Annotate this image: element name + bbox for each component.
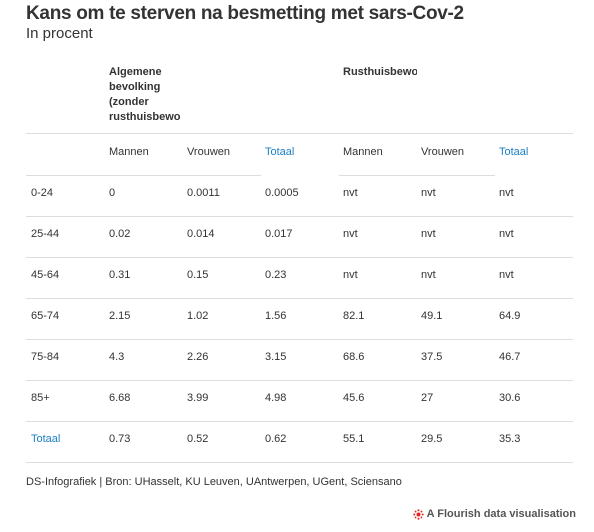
table-cell-general-men: 0 — [109, 187, 116, 199]
table-cell-general-women: 0.52 — [187, 433, 209, 445]
row-label: 25-44 — [31, 228, 60, 240]
table-cell-general-total: 0.23 — [265, 269, 287, 281]
table-cell-nursing-men: nvt — [343, 187, 358, 199]
column-header-divider-left — [26, 175, 261, 176]
table-cell-general-total: 0.62 — [265, 433, 287, 445]
table-cell-nursing-total: nvt — [499, 187, 514, 199]
row-divider — [26, 462, 573, 463]
column-header-nursing-women: Vrouwen — [421, 146, 465, 158]
table-cell-general-women: 0.15 — [187, 269, 209, 281]
row-label: 65-74 — [31, 310, 60, 322]
group-header-nursing-home: Rusthuisbewo — [343, 65, 417, 80]
table-cell-nursing-men: nvt — [343, 269, 358, 281]
flourish-credit[interactable]: A Flourish data visualisation — [412, 508, 576, 520]
row-label: 85+ — [31, 392, 50, 404]
flourish-logo-icon — [412, 508, 424, 520]
group-header-line: bevolking — [109, 81, 161, 93]
row-label: 75-84 — [31, 351, 60, 363]
table-cell-general-total: 0.0005 — [265, 187, 299, 199]
table-cell-nursing-men: 55.1 — [343, 433, 365, 445]
table-cell-nursing-total: nvt — [499, 269, 514, 281]
table-cell-nursing-total: 35.3 — [499, 433, 521, 445]
table-cell-general-women: 1.02 — [187, 310, 209, 322]
row-divider — [26, 216, 573, 217]
table-cell-nursing-total: nvt — [499, 228, 514, 240]
row-divider — [26, 257, 573, 258]
chart-subtitle: In procent — [26, 25, 93, 42]
row-label: 45-64 — [31, 269, 60, 281]
table-cell-general-total: 4.98 — [265, 392, 287, 404]
group-header-general-population: Algemene bevolking (zonder rusthuisbewo — [109, 65, 183, 125]
group-header-line: Algemene — [109, 66, 162, 78]
column-header-divider-right — [339, 175, 495, 176]
row-label[interactable]: Totaal — [31, 433, 61, 445]
row-label: 0-24 — [31, 187, 54, 199]
table-cell-general-total: 0.017 — [265, 228, 293, 240]
table-cell-general-women: 3.99 — [187, 392, 209, 404]
table-cell-general-men: 0.73 — [109, 433, 131, 445]
table-cell-nursing-women: 37.5 — [421, 351, 443, 363]
table-cell-nursing-women: 29.5 — [421, 433, 443, 445]
table-cell-nursing-women: 49.1 — [421, 310, 443, 322]
column-header-general-total[interactable]: Totaal — [265, 146, 295, 158]
table-cell-general-women: 0.014 — [187, 228, 215, 240]
source-note: DS-Infografiek | Bron: UHasselt, KU Leuv… — [26, 476, 402, 488]
row-divider — [26, 339, 573, 340]
table-cell-general-women: 0.0011 — [187, 187, 220, 199]
row-divider — [26, 298, 573, 299]
table-cell-general-total: 3.15 — [265, 351, 287, 363]
group-header-line: Rusthuisbewo — [343, 66, 417, 78]
table-cell-nursing-total: 46.7 — [499, 351, 521, 363]
table-cell-nursing-total: 64.9 — [499, 310, 521, 322]
group-header-divider — [26, 133, 573, 134]
table-cell-nursing-men: 82.1 — [343, 310, 365, 322]
table-cell-nursing-men: 45.6 — [343, 392, 365, 404]
column-header-nursing-men: Mannen — [343, 146, 383, 158]
column-header-general-men: Mannen — [109, 146, 149, 158]
table-cell-general-women: 2.26 — [187, 351, 209, 363]
table-cell-nursing-women: nvt — [421, 187, 436, 199]
table-cell-nursing-men: 68.6 — [343, 351, 365, 363]
table-cell-nursing-women: 27 — [421, 392, 434, 404]
table-cell-nursing-women: nvt — [421, 269, 436, 281]
row-divider — [26, 421, 573, 422]
table-cell-general-total: 1.56 — [265, 310, 287, 322]
row-divider — [26, 380, 573, 381]
table-cell-general-men: 4.3 — [109, 351, 125, 363]
table-cell-nursing-total: 30.6 — [499, 392, 521, 404]
chart-title: Kans om te sterven na besmetting met sar… — [26, 3, 464, 24]
group-header-line: rusthuisbewo — [109, 111, 181, 123]
table-cell-nursing-women: nvt — [421, 228, 436, 240]
column-header-general-women: Vrouwen — [187, 146, 231, 158]
table-cell-nursing-men: nvt — [343, 228, 358, 240]
flourish-label: A Flourish data visualisation — [426, 508, 576, 520]
column-header-nursing-total[interactable]: Totaal — [499, 146, 529, 158]
table-cell-general-men: 0.02 — [109, 228, 131, 240]
group-header-line: (zonder — [109, 96, 149, 108]
table-cell-general-men: 2.15 — [109, 310, 131, 322]
table-cell-general-men: 6.68 — [109, 392, 131, 404]
table-cell-general-men: 0.31 — [109, 269, 131, 281]
